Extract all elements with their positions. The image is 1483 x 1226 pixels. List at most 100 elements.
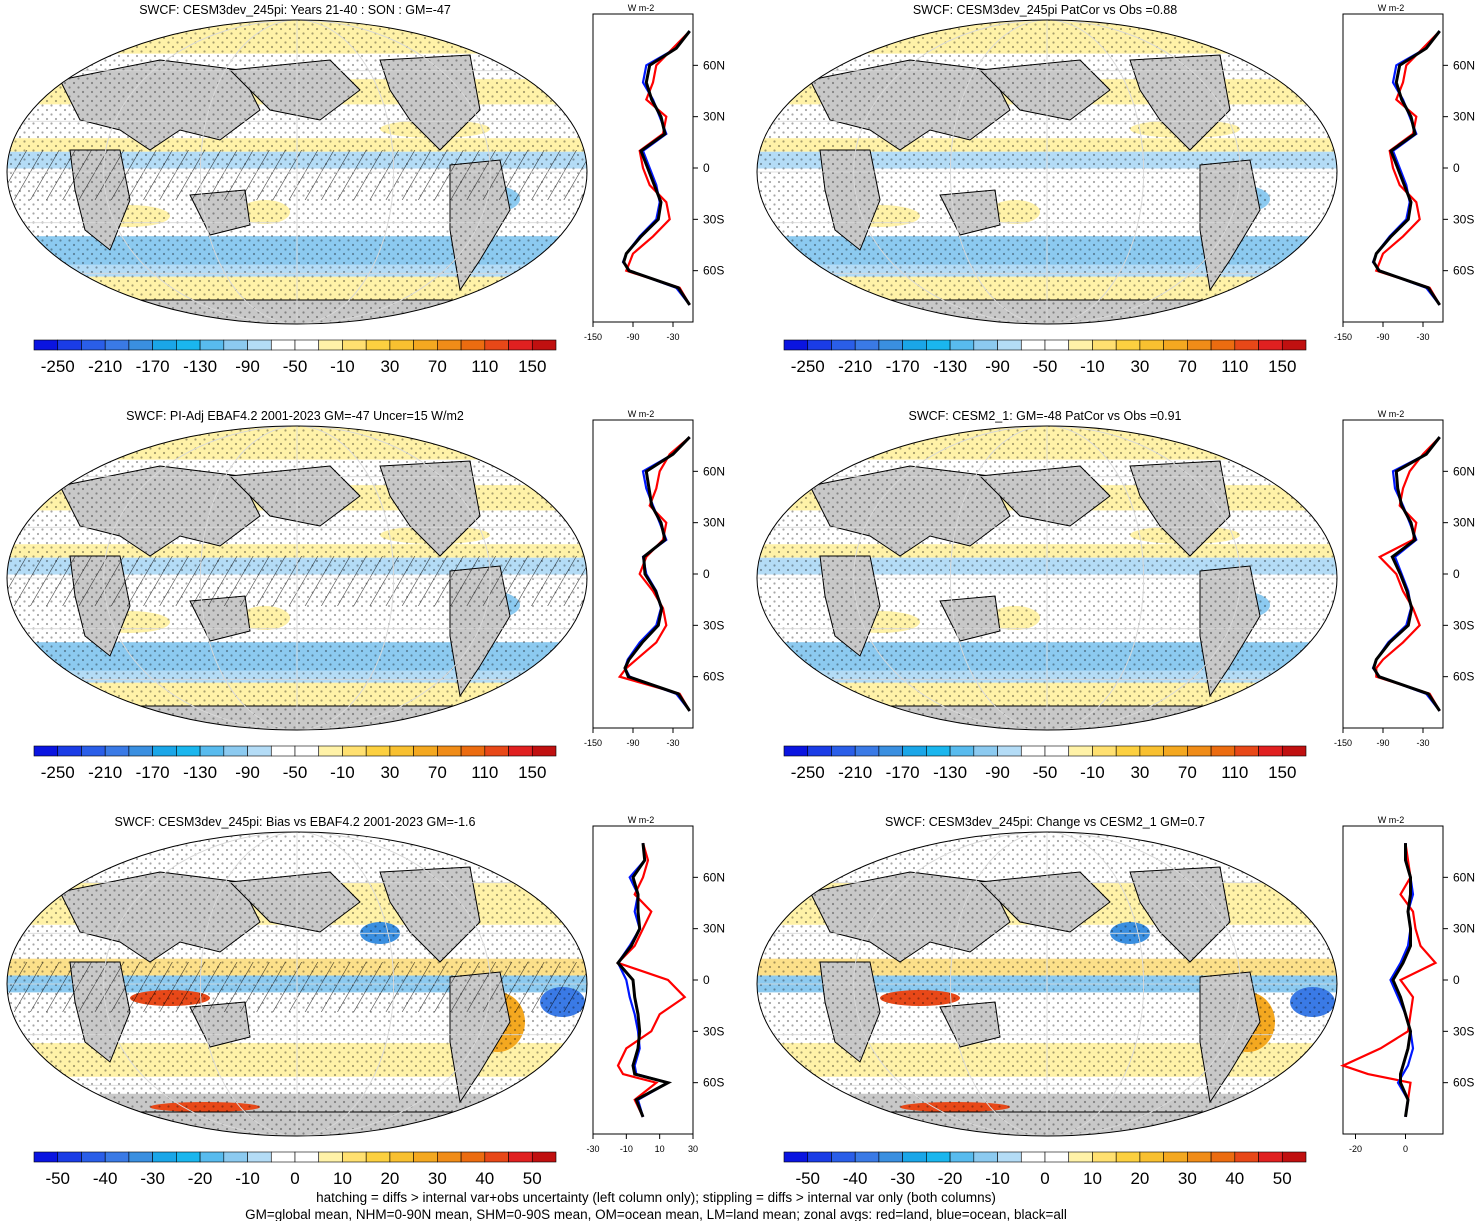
zonal-lat-label: 0: [703, 161, 710, 175]
colorbar-swatch: [342, 340, 366, 350]
colorbar-swatch: [831, 746, 855, 756]
colorbar-swatch: [1140, 1152, 1164, 1162]
colorbar-label: -50: [45, 1169, 70, 1188]
colorbar-swatch: [1282, 746, 1306, 756]
zonal-lat-label: 0: [1453, 161, 1460, 175]
zonal-xtick-label: -20: [1349, 1144, 1362, 1154]
colorbar-swatch: [1140, 746, 1164, 756]
colorbar-swatch: [808, 340, 832, 350]
zonal-series-all: [624, 31, 690, 305]
colorbar-swatch: [390, 1152, 414, 1162]
zonal-xtick-label: -90: [626, 332, 639, 342]
colorbar-swatch: [1235, 340, 1259, 350]
colorbar-swatch: [414, 340, 438, 350]
colorbar-swatch: [1187, 746, 1211, 756]
colorbar-label: -250: [791, 763, 825, 782]
colorbar-label: 50: [1273, 1169, 1292, 1188]
colorbar-swatch: [509, 340, 533, 350]
colorbar-swatch: [34, 746, 58, 756]
colorbar-swatch: [926, 340, 950, 350]
colorbar-swatch: [1021, 746, 1045, 756]
colorbar-swatch: [974, 746, 998, 756]
colorbar-label: -130: [933, 357, 967, 376]
colorbar-label: 150: [1268, 763, 1296, 782]
zonal-xtick-label: 0: [1403, 1144, 1408, 1154]
colorbar-swatch: [437, 746, 461, 756]
map-field: [757, 832, 1337, 1137]
colorbar-label: 30: [1130, 357, 1149, 376]
colorbar-swatch: [1140, 340, 1164, 350]
colorbar-label: 70: [1178, 763, 1197, 782]
colorbar-swatch: [81, 340, 105, 350]
zonal-lat-label: 60N: [1453, 464, 1475, 478]
colorbar-swatch: [831, 1152, 855, 1162]
colorbar-label: -50: [1033, 357, 1058, 376]
colorbar-swatch: [1187, 340, 1211, 350]
colorbar-swatch: [784, 1152, 808, 1162]
zonal-series-ocean: [623, 31, 690, 305]
zonal-lat-label: 30S: [1453, 212, 1474, 226]
colorbar-swatch: [58, 1152, 82, 1162]
colorbar-swatch: [248, 746, 272, 756]
zonal-units: W m-2: [628, 409, 655, 419]
zonal-lat-label: 60N: [1453, 58, 1475, 72]
colorbar-label: -130: [933, 763, 967, 782]
panel-title: SWCF: CESM3dev_245pi: Years 21-40 : SON …: [139, 3, 451, 17]
colorbar-swatch: [153, 746, 177, 756]
zonal-lat-label: 30S: [703, 618, 724, 632]
colorbar-label: 20: [380, 1169, 399, 1188]
colorbar-swatch: [129, 746, 153, 756]
colorbar-swatch: [1092, 1152, 1116, 1162]
colorbar-label: -210: [838, 357, 872, 376]
colorbar-swatch: [34, 340, 58, 350]
colorbar-swatch: [1092, 746, 1116, 756]
colorbar-swatch: [1021, 1152, 1045, 1162]
colorbar-swatch: [176, 746, 200, 756]
colorbar-label: 30: [380, 763, 399, 782]
colorbar-label: 0: [290, 1169, 299, 1188]
colorbar-swatch: [926, 1152, 950, 1162]
colorbar-swatch: [342, 1152, 366, 1162]
colorbar-swatch: [319, 1152, 343, 1162]
colorbar-label: -10: [330, 357, 355, 376]
colorbar-swatch: [1116, 1152, 1140, 1162]
colorbar-label: -210: [88, 357, 122, 376]
zonal-xtick-label: -30: [1416, 738, 1429, 748]
colorbar-swatch: [998, 746, 1022, 756]
colorbar-label: -170: [136, 357, 170, 376]
colorbar-label: 70: [428, 357, 447, 376]
colorbar-swatch: [1069, 340, 1093, 350]
colorbar-label: -10: [235, 1169, 260, 1188]
colorbar-swatch: [295, 340, 319, 350]
zonal-series-ocean: [1373, 31, 1440, 305]
colorbar-swatch: [1092, 340, 1116, 350]
zonal-lat-label: 60N: [703, 464, 725, 478]
zonal-lat-label: 0: [703, 567, 710, 581]
zonal-xtick-label: 10: [655, 1144, 665, 1154]
colorbar-label: -130: [183, 357, 217, 376]
colorbar-label: -170: [136, 763, 170, 782]
colorbar-swatch: [1045, 746, 1069, 756]
colorbar-swatch: [1211, 340, 1235, 350]
colorbar-label: 110: [471, 357, 498, 376]
zonal-units: W m-2: [1378, 409, 1405, 419]
panel-p1: SWCF: CESM3dev_245pi: Years 21-40 : SON …: [0, 3, 725, 376]
colorbar-swatch: [58, 746, 82, 756]
colorbar-label: -10: [985, 1169, 1010, 1188]
zonal-units: W m-2: [628, 3, 655, 13]
zonal-xtick-label: -90: [626, 738, 639, 748]
zonal-lat-label: 60N: [703, 58, 725, 72]
map: [757, 832, 1337, 1137]
colorbar-label: -210: [88, 763, 122, 782]
colorbar-swatch: [248, 1152, 272, 1162]
colorbar-swatch: [342, 746, 366, 756]
colorbar-swatch: [808, 746, 832, 756]
colorbar-label: -50: [283, 763, 308, 782]
colorbar-swatch: [1211, 746, 1235, 756]
colorbar-swatch: [926, 746, 950, 756]
colorbar-swatch: [1259, 1152, 1283, 1162]
